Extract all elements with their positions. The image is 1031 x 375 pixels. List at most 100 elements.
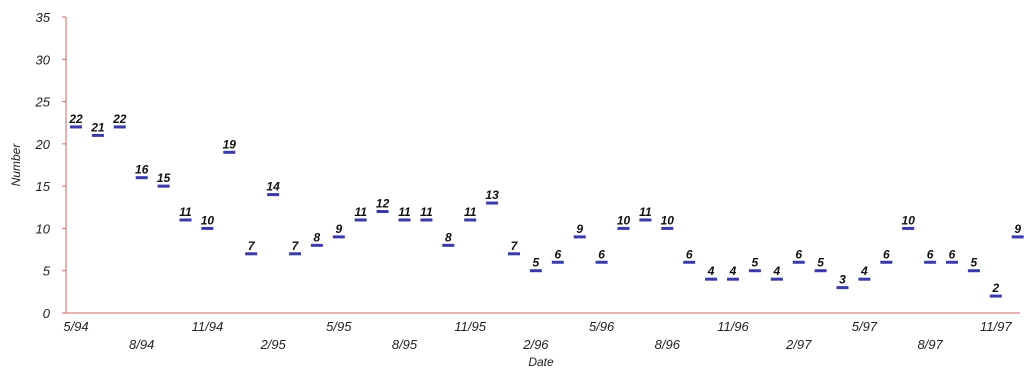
data-point — [310, 243, 323, 247]
y-axis-title: Number — [9, 143, 23, 187]
data-point — [573, 235, 586, 239]
y-tick-label: 25 — [35, 95, 51, 110]
data-label: 15 — [157, 171, 171, 185]
data-label: 12 — [376, 197, 390, 211]
y-tick-label: 15 — [36, 179, 51, 194]
data-point — [245, 252, 258, 256]
data-point — [880, 260, 893, 264]
data-label: 6 — [883, 247, 890, 261]
data-point — [529, 269, 542, 273]
data-label: 22 — [68, 112, 83, 126]
x-axis-title: Date — [528, 355, 554, 369]
data-point — [814, 269, 827, 273]
data-label: 9 — [1014, 222, 1021, 236]
x-tick-label: 5/97 — [852, 319, 878, 334]
data-label: 4 — [707, 264, 715, 278]
data-point — [683, 260, 696, 264]
data-point — [332, 235, 345, 239]
data-label: 6 — [598, 247, 605, 261]
data-label: 14 — [266, 180, 280, 194]
data-label: 6 — [927, 247, 934, 261]
data-label: 11 — [464, 205, 477, 219]
x-axis: 5/94 8/94 11/94 2/95 5/95 8/95 11/95 2/96 5/96 8/… — [63, 312, 1020, 352]
data-label: 4 — [772, 264, 780, 278]
data-point — [967, 269, 980, 273]
y-tick-label: 20 — [35, 137, 51, 152]
data-point — [442, 243, 455, 247]
data-point — [748, 269, 761, 273]
data-label: 4 — [729, 264, 737, 278]
data-label: 6 — [554, 247, 561, 261]
data-label: 2 — [991, 281, 999, 295]
y-tick-label: 5 — [43, 264, 51, 279]
data-point — [946, 260, 958, 264]
data-point — [836, 286, 849, 290]
data-label: 11 — [354, 205, 367, 219]
data-label: 10 — [661, 213, 675, 227]
data-point — [595, 260, 608, 264]
data-label: 10 — [902, 213, 916, 227]
data-label: 7 — [292, 239, 300, 253]
data-label: 21 — [90, 120, 105, 134]
data-label: 10 — [617, 213, 631, 227]
data-label: 11 — [398, 205, 411, 219]
y-tick-label: 35 — [36, 10, 51, 25]
data-label: 11 — [179, 205, 192, 219]
data-label: 8 — [314, 230, 321, 244]
data-label: 22 — [112, 112, 127, 126]
data-point — [113, 125, 126, 129]
data-label: 6 — [795, 247, 802, 261]
data-point — [354, 218, 367, 222]
data-label: 3 — [839, 273, 846, 287]
data-point — [157, 184, 170, 188]
data-point — [508, 252, 520, 256]
data-point — [289, 252, 301, 256]
x-tick-label: 11/94 — [192, 319, 224, 334]
data-point — [902, 226, 915, 230]
data-label: 11 — [639, 205, 652, 219]
data-point — [179, 218, 192, 222]
data-point — [420, 218, 433, 222]
data-point — [792, 260, 805, 264]
data-point — [135, 176, 148, 180]
data-label: 6 — [686, 247, 693, 261]
x-tick-label: 8/94 — [129, 337, 154, 352]
data-point — [727, 277, 739, 281]
data-point — [201, 226, 214, 230]
data-label: 16 — [135, 163, 149, 177]
data-label: 5 — [752, 256, 759, 270]
data-point — [376, 210, 389, 214]
data-label: 4 — [860, 264, 868, 278]
data-point — [91, 133, 104, 137]
data-point — [267, 193, 280, 197]
data-point — [639, 218, 652, 222]
x-tick-label: 8/97 — [917, 337, 943, 352]
x-tick-label: 5/96 — [589, 319, 615, 334]
x-tick-label: 5/94 — [63, 319, 88, 334]
data-point — [989, 294, 1002, 298]
data-label: 7 — [511, 239, 519, 253]
x-tick-label: 11/96 — [717, 319, 749, 334]
x-tick-label: 2/96 — [522, 337, 549, 352]
x-tick-label: 2/97 — [785, 337, 812, 352]
x-tick-label: 11/97 — [980, 319, 1012, 334]
data-point — [705, 277, 718, 281]
data-label: 13 — [485, 188, 499, 202]
data-point — [70, 125, 82, 129]
x-tick-label: 8/96 — [655, 337, 681, 352]
y-tick-label: 30 — [36, 52, 51, 67]
data-point — [770, 277, 783, 281]
x-tick-label: 2/95 — [259, 337, 286, 352]
data-point — [1011, 235, 1024, 239]
data-point — [398, 218, 411, 222]
data-label: 19 — [223, 137, 237, 151]
data-point — [617, 226, 630, 230]
data-point — [661, 226, 674, 230]
data-point — [464, 218, 477, 222]
data-point — [223, 150, 236, 154]
data-label: 7 — [248, 239, 256, 253]
y-tick-label: 0 — [43, 306, 51, 321]
x-tick-label: 8/95 — [392, 337, 418, 352]
